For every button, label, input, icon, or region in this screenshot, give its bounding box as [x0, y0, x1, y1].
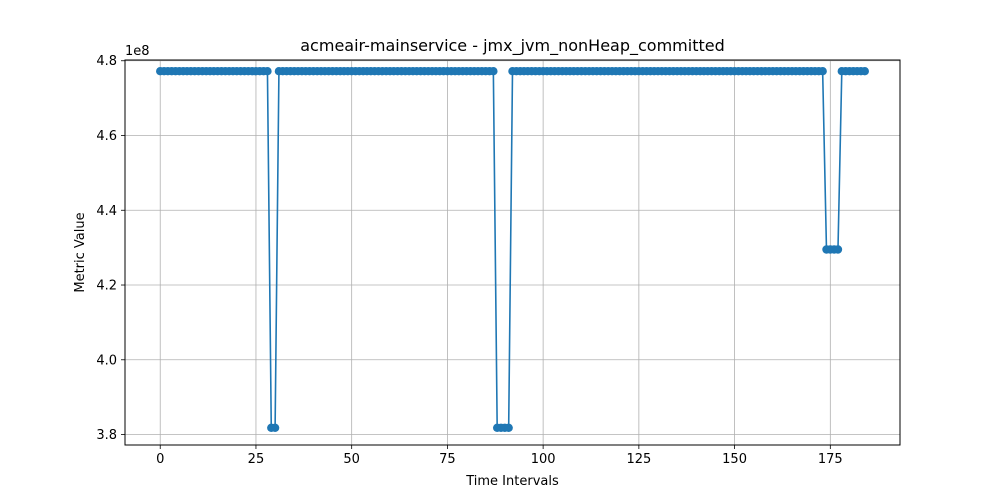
y-tick-label: 4.0	[96, 353, 117, 368]
x-tick-label: 150	[722, 452, 747, 467]
x-tick-label: 100	[531, 452, 556, 467]
chart-title: acmeair-mainservice - jmx_jvm_nonHeap_co…	[300, 36, 725, 56]
plot-frame	[124, 59, 901, 446]
x-tick-label: 0	[156, 452, 164, 467]
data-point	[818, 67, 827, 76]
x-tick-label: 75	[439, 452, 456, 467]
x-tick-label: 50	[343, 452, 360, 467]
data-point	[860, 67, 869, 76]
x-tick-label: 25	[248, 452, 265, 467]
y-tick-label: 4.4	[96, 204, 117, 219]
x-axis-ticks: 0 25 50 75 100 125 150 175	[156, 445, 843, 467]
data-point	[270, 423, 280, 433]
series-markers	[156, 67, 869, 433]
data-point	[489, 67, 498, 76]
x-axis-label: Time Intervals	[465, 474, 559, 489]
y-tick-label: 4.6	[96, 129, 117, 144]
y-offset-label: 1e8	[125, 44, 150, 59]
grid-lines	[125, 60, 900, 445]
y-tick-label: 4.2	[96, 279, 117, 294]
data-point	[833, 245, 843, 254]
y-axis-label: Metric Value	[73, 212, 88, 292]
y-tick-label: 3.8	[96, 428, 117, 443]
data-point	[263, 67, 272, 76]
x-tick-label: 175	[818, 452, 843, 467]
y-axis-ticks: 3.8 4.0 4.2 4.4 4.6 4.8	[96, 54, 125, 443]
y-tick-label: 4.8	[96, 54, 117, 69]
x-tick-label: 125	[626, 452, 651, 467]
data-point	[504, 423, 513, 433]
